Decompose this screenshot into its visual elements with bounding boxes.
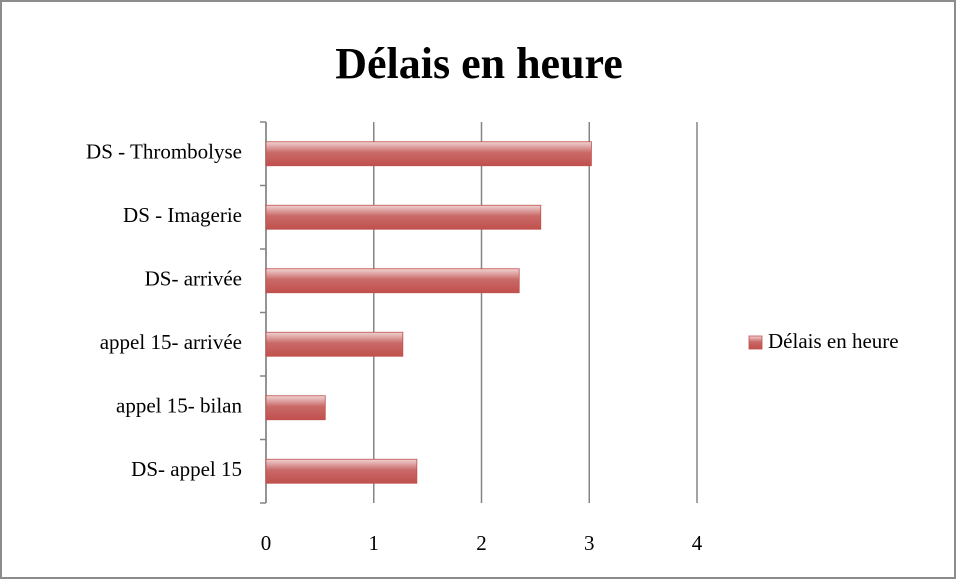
bar: [265, 204, 542, 230]
y-tick-label: DS - Thrombolyse: [86, 140, 242, 164]
bar: [265, 141, 592, 167]
x-tick-label: 0: [261, 531, 272, 555]
legend-label: Délais en heure: [768, 329, 899, 353]
y-tick-label: appel 15- arrivée: [100, 330, 242, 354]
x-tick-label: 2: [476, 531, 487, 555]
x-tick-label: 1: [369, 531, 380, 555]
y-tick-label: DS - Imagerie: [123, 203, 242, 227]
bar: [265, 458, 418, 484]
y-tick-label: DS- appel 15: [131, 457, 242, 481]
legend-swatch: [748, 335, 763, 350]
y-tick-label: DS- arrivée: [145, 267, 242, 291]
bar: [265, 395, 326, 421]
x-tick-label: 4: [692, 531, 703, 555]
bar: [265, 268, 520, 294]
bar: [265, 331, 404, 357]
chart-title: Délais en heure: [335, 39, 623, 88]
y-tick-label: appel 15- bilan: [116, 394, 242, 418]
x-tick-label: 3: [584, 531, 595, 555]
